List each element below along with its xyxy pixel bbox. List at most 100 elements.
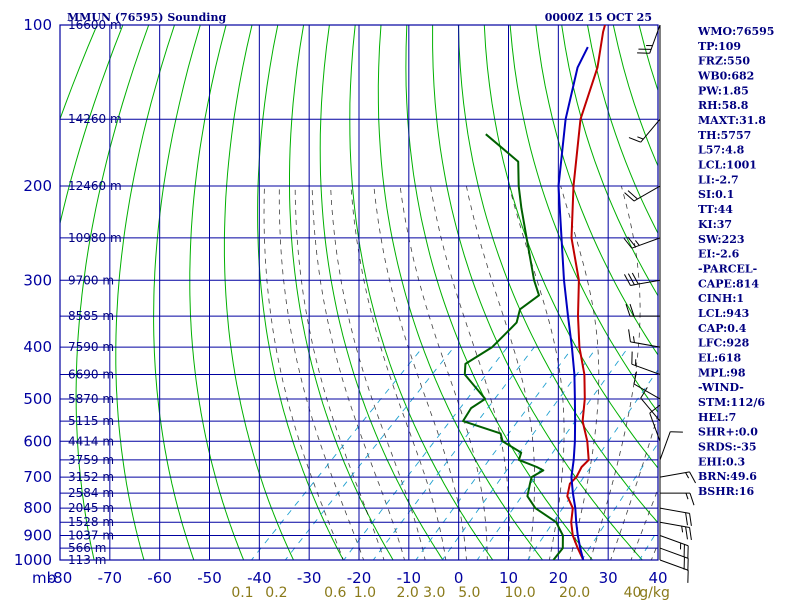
pressure-tick-label: 100 xyxy=(23,16,52,34)
temperature-tick-label: -60 xyxy=(147,569,172,587)
temperature-tick-label: -30 xyxy=(297,569,322,587)
mixing-ratio-line xyxy=(250,346,424,560)
index-item: LCL:1001 xyxy=(698,159,757,172)
pressure-tick-label: 300 xyxy=(23,271,52,289)
dry-adiabat xyxy=(535,25,658,356)
mixing-ratio-line xyxy=(441,346,598,560)
index-item: LI:-2.7 xyxy=(698,173,739,186)
mixing-ratio-label: 20.0 xyxy=(559,585,590,600)
index-item: BRN:49.6 xyxy=(698,470,757,483)
height-label: 566 m xyxy=(68,541,106,555)
index-item: EI:-2.6 xyxy=(698,248,740,261)
temperature-tick-label: -50 xyxy=(197,569,222,587)
wind-barb xyxy=(659,547,689,572)
moist-adiabat xyxy=(278,186,365,560)
index-item: HEL:7 xyxy=(698,411,736,424)
index-item: FRZ:550 xyxy=(698,55,750,68)
mixing-ratio-label: 0.6 xyxy=(324,585,346,600)
dry-adiabat xyxy=(405,25,594,560)
moist-adiabat xyxy=(466,186,535,560)
wind-barb xyxy=(659,535,689,559)
mixing-ratio-line xyxy=(343,346,508,560)
mixing-ratio-line xyxy=(476,346,629,560)
pressure-tick-label: 500 xyxy=(23,390,52,408)
index-item: RH:58.8 xyxy=(698,99,749,112)
index-item: TT:44 xyxy=(698,203,733,216)
height-label: 6690 m xyxy=(68,367,114,381)
dry-adiabat xyxy=(377,25,544,560)
plot-frame xyxy=(59,24,659,561)
dry-adiabat xyxy=(457,25,658,524)
mixing-ratio-label: 10.0 xyxy=(505,585,536,600)
height-label: 16600 m xyxy=(68,18,122,32)
height-label: 9700 m xyxy=(68,273,114,287)
temperature-tick-label: 20 xyxy=(549,569,568,587)
index-item: WMO:76595 xyxy=(697,25,774,38)
mixing-ratio-line xyxy=(284,346,455,560)
height-label: 5115 m xyxy=(68,414,114,428)
temperature-tick-label: -80 xyxy=(48,569,73,587)
dry-adiabat xyxy=(75,25,150,560)
pressure-tick-label: 600 xyxy=(23,432,52,450)
wind-barb xyxy=(628,329,661,348)
moist-adiabat xyxy=(430,186,510,560)
index-item: WB0:682 xyxy=(697,70,754,83)
wind-barb xyxy=(624,185,661,202)
wind-barb xyxy=(659,431,683,461)
index-item: TH:5757 xyxy=(698,129,751,142)
index-item: TP:109 xyxy=(698,40,741,53)
pressure-tick-label: 200 xyxy=(23,177,52,195)
wind-barb xyxy=(623,272,661,286)
moist-adiabat xyxy=(373,186,467,560)
index-item: EL:618 xyxy=(698,351,741,364)
height-label: 7590 m xyxy=(68,340,114,354)
wind-barbs xyxy=(623,24,697,583)
height-label: 1037 m xyxy=(68,529,114,543)
valid-time: 0000Z 15 OCT 25 xyxy=(545,11,652,24)
mixing-ratio-label: 0.2 xyxy=(265,585,287,600)
index-item: CAP:0.4 xyxy=(698,322,747,335)
index-item: CINH:1 xyxy=(698,292,744,305)
temperature-tick-label: -20 xyxy=(347,569,372,587)
moist-adiabat xyxy=(508,185,565,560)
pressure-tick-label: 400 xyxy=(23,338,52,356)
axis-unit-label: mb xyxy=(32,569,56,587)
temperature-tick-label: -10 xyxy=(397,569,422,587)
height-label: 12460 m xyxy=(68,179,122,193)
index-item: KI:37 xyxy=(698,218,732,231)
moist-adiabat xyxy=(263,186,344,560)
sounding-series xyxy=(462,25,606,560)
moist-adiabat xyxy=(311,186,405,560)
temperature-tick-label: 40 xyxy=(648,569,667,587)
dry-adiabat xyxy=(483,25,658,469)
wind-barb xyxy=(633,371,661,400)
pressure-tick-label: 1000 xyxy=(14,551,52,569)
temperature-tick-label: 30 xyxy=(599,569,618,587)
wind-barb xyxy=(659,559,689,583)
height-label: 3152 m xyxy=(68,470,114,484)
mixing-ratio-label: 3.0 xyxy=(423,585,445,600)
wind-barb xyxy=(649,404,661,442)
dry-adiabat xyxy=(289,25,394,560)
moist-adiabat xyxy=(399,186,488,560)
temperature-tick-label: -40 xyxy=(247,569,272,587)
wind-barb xyxy=(637,24,661,54)
index-item: SHR+:0.0 xyxy=(698,426,758,439)
index-item: EHI:0.3 xyxy=(698,455,745,468)
index-item: PW:1.85 xyxy=(698,84,749,97)
wind-barb xyxy=(631,351,661,375)
wind-barb xyxy=(623,236,661,249)
dry-adiabat xyxy=(115,25,175,560)
height-label: 1528 m xyxy=(68,515,114,529)
wind-barb xyxy=(625,303,660,317)
dry-adiabat xyxy=(349,25,494,560)
dry-adiabat xyxy=(153,25,201,560)
height-label: 4414 m xyxy=(68,434,114,448)
index-item: BSHR:16 xyxy=(698,485,754,498)
moist-adiabat xyxy=(350,186,447,560)
wind-barb xyxy=(659,521,692,541)
height-label: 8585 m xyxy=(68,309,114,323)
wind-barb xyxy=(660,492,695,506)
mixing-ratio-label: 2.0 xyxy=(397,585,419,600)
